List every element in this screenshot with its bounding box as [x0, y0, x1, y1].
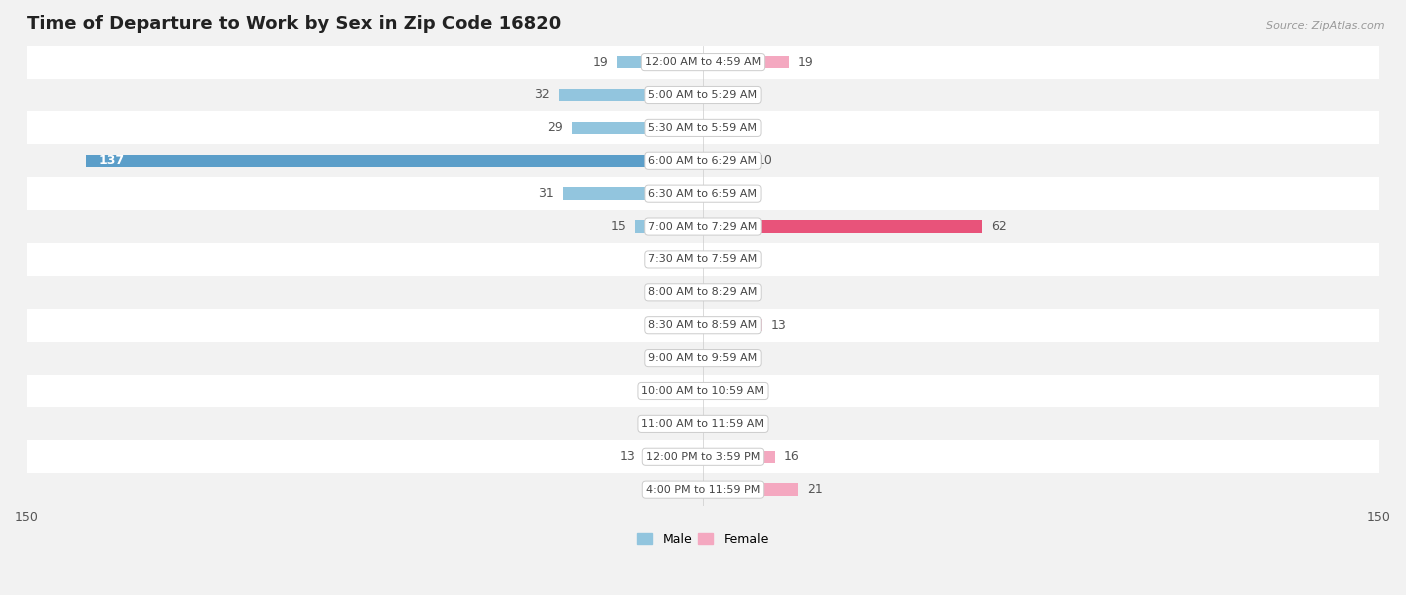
- Bar: [703, 352, 744, 364]
- Text: Time of Departure to Work by Sex in Zip Code 16820: Time of Departure to Work by Sex in Zip …: [27, 15, 561, 33]
- Text: 8:00 AM to 8:29 AM: 8:00 AM to 8:29 AM: [648, 287, 758, 298]
- Text: 9: 9: [752, 121, 761, 134]
- Bar: [27, 46, 1379, 79]
- Text: 7: 7: [744, 89, 752, 102]
- Text: 0: 0: [686, 417, 695, 430]
- Bar: [27, 111, 1379, 145]
- Bar: [27, 440, 1379, 473]
- Bar: [86, 155, 703, 167]
- Bar: [689, 319, 703, 331]
- Text: 0: 0: [686, 384, 695, 397]
- Text: 0: 0: [686, 352, 695, 365]
- Bar: [703, 56, 789, 68]
- Text: 6:30 AM to 6:59 AM: 6:30 AM to 6:59 AM: [648, 189, 758, 199]
- Bar: [703, 450, 775, 463]
- Bar: [699, 253, 703, 266]
- Text: 15: 15: [610, 220, 627, 233]
- Text: 4:00 PM to 11:59 PM: 4:00 PM to 11:59 PM: [645, 485, 761, 494]
- Text: 5:30 AM to 5:59 AM: 5:30 AM to 5:59 AM: [648, 123, 758, 133]
- Bar: [572, 121, 703, 134]
- Bar: [703, 121, 744, 134]
- Bar: [27, 473, 1379, 506]
- Text: 13: 13: [620, 450, 636, 464]
- Text: 1: 1: [682, 253, 689, 266]
- Bar: [558, 89, 703, 101]
- Bar: [27, 79, 1379, 111]
- Bar: [703, 89, 734, 101]
- Bar: [27, 374, 1379, 408]
- Text: 3: 3: [725, 253, 734, 266]
- Text: 7:00 AM to 7:29 AM: 7:00 AM to 7:29 AM: [648, 221, 758, 231]
- Text: 12:00 PM to 3:59 PM: 12:00 PM to 3:59 PM: [645, 452, 761, 462]
- Bar: [644, 450, 703, 463]
- Bar: [27, 177, 1379, 210]
- Bar: [27, 309, 1379, 342]
- Bar: [666, 286, 703, 299]
- Bar: [703, 155, 748, 167]
- Text: 0: 0: [711, 384, 720, 397]
- Text: Source: ZipAtlas.com: Source: ZipAtlas.com: [1267, 21, 1385, 31]
- Bar: [703, 187, 744, 200]
- Bar: [617, 56, 703, 68]
- Text: 9: 9: [752, 187, 761, 200]
- Text: 11:00 AM to 11:59 AM: 11:00 AM to 11:59 AM: [641, 419, 765, 429]
- Text: 0: 0: [711, 286, 720, 299]
- Text: 9:00 AM to 9:59 AM: 9:00 AM to 9:59 AM: [648, 353, 758, 363]
- Bar: [703, 220, 983, 233]
- Text: 3: 3: [725, 417, 734, 430]
- Bar: [27, 145, 1379, 177]
- Text: 29: 29: [547, 121, 564, 134]
- Bar: [27, 276, 1379, 309]
- Bar: [27, 342, 1379, 374]
- Text: 5:00 AM to 5:29 AM: 5:00 AM to 5:29 AM: [648, 90, 758, 100]
- Text: 10: 10: [756, 154, 773, 167]
- Text: 0: 0: [686, 483, 695, 496]
- Text: 12:00 AM to 4:59 AM: 12:00 AM to 4:59 AM: [645, 57, 761, 67]
- Text: 31: 31: [538, 187, 554, 200]
- Text: 9: 9: [752, 352, 761, 365]
- Text: 3: 3: [672, 319, 681, 332]
- Text: 7:30 AM to 7:59 AM: 7:30 AM to 7:59 AM: [648, 255, 758, 264]
- Text: 8:30 AM to 8:59 AM: 8:30 AM to 8:59 AM: [648, 320, 758, 330]
- Bar: [703, 418, 717, 430]
- Bar: [703, 253, 717, 266]
- Bar: [564, 187, 703, 200]
- Text: 6:00 AM to 6:29 AM: 6:00 AM to 6:29 AM: [648, 156, 758, 166]
- Text: 32: 32: [534, 89, 550, 102]
- Bar: [636, 220, 703, 233]
- Bar: [27, 210, 1379, 243]
- Text: 19: 19: [592, 55, 609, 68]
- Bar: [703, 319, 762, 331]
- Legend: Male, Female: Male, Female: [633, 528, 773, 550]
- Bar: [27, 243, 1379, 276]
- Text: 13: 13: [770, 319, 786, 332]
- Bar: [703, 483, 797, 496]
- Text: 8: 8: [650, 286, 658, 299]
- Text: 62: 62: [991, 220, 1007, 233]
- Text: 16: 16: [785, 450, 800, 464]
- Bar: [27, 408, 1379, 440]
- Text: 21: 21: [807, 483, 823, 496]
- Text: 10:00 AM to 10:59 AM: 10:00 AM to 10:59 AM: [641, 386, 765, 396]
- Text: 137: 137: [98, 154, 125, 167]
- Text: 19: 19: [797, 55, 814, 68]
